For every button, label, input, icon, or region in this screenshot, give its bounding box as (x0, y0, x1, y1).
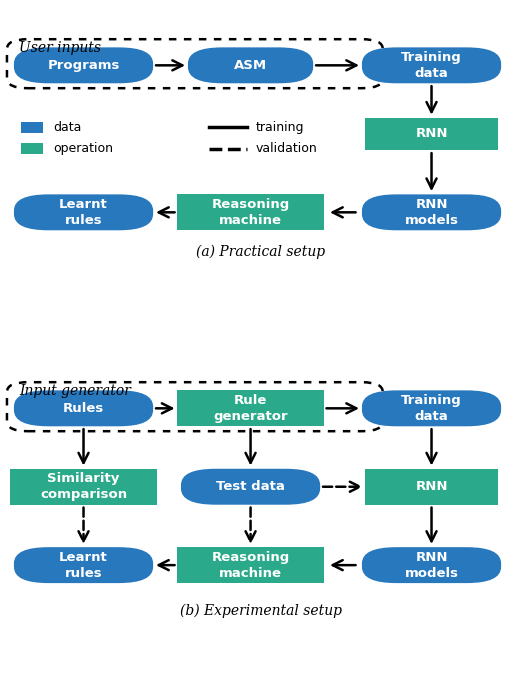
Text: Test data: Test data (216, 480, 285, 493)
Text: Programs: Programs (48, 59, 120, 72)
Text: (a) Practical setup: (a) Practical setup (196, 244, 326, 259)
FancyBboxPatch shape (362, 390, 501, 426)
Text: Reasoning
machine: Reasoning machine (211, 551, 290, 580)
Text: RNN: RNN (416, 480, 448, 493)
FancyBboxPatch shape (362, 194, 501, 230)
Text: Reasoning
machine: Reasoning machine (211, 198, 290, 227)
FancyBboxPatch shape (14, 390, 153, 426)
FancyBboxPatch shape (21, 143, 43, 154)
FancyBboxPatch shape (365, 469, 497, 505)
FancyBboxPatch shape (177, 390, 324, 426)
FancyBboxPatch shape (14, 47, 153, 83)
Text: RNN
models: RNN models (405, 198, 458, 227)
Text: RNN
models: RNN models (405, 551, 458, 580)
Text: (b) Experimental setup: (b) Experimental setup (180, 604, 342, 618)
Text: data: data (54, 121, 82, 134)
Text: User inputs: User inputs (19, 41, 101, 55)
Text: Similarity
comparison: Similarity comparison (40, 472, 127, 501)
Text: RNN: RNN (416, 128, 448, 141)
Text: Training
data: Training data (401, 394, 462, 423)
FancyBboxPatch shape (177, 547, 324, 583)
FancyBboxPatch shape (181, 469, 320, 505)
Text: Rules: Rules (63, 402, 104, 415)
Text: Input generator: Input generator (19, 384, 132, 398)
FancyBboxPatch shape (14, 194, 153, 230)
Text: Learnt
rules: Learnt rules (59, 551, 108, 580)
FancyBboxPatch shape (365, 117, 497, 150)
Text: Training
data: Training data (401, 51, 462, 80)
FancyBboxPatch shape (362, 547, 501, 583)
Text: ASM: ASM (234, 59, 267, 72)
FancyBboxPatch shape (21, 122, 43, 132)
Text: Rule
generator: Rule generator (213, 394, 288, 423)
Text: Learnt
rules: Learnt rules (59, 198, 108, 227)
FancyBboxPatch shape (362, 47, 501, 83)
Text: validation: validation (255, 142, 317, 155)
Text: training: training (255, 121, 304, 134)
Text: operation: operation (54, 142, 114, 155)
FancyBboxPatch shape (14, 547, 153, 583)
FancyBboxPatch shape (188, 47, 313, 83)
FancyBboxPatch shape (177, 194, 324, 230)
FancyBboxPatch shape (10, 469, 157, 505)
